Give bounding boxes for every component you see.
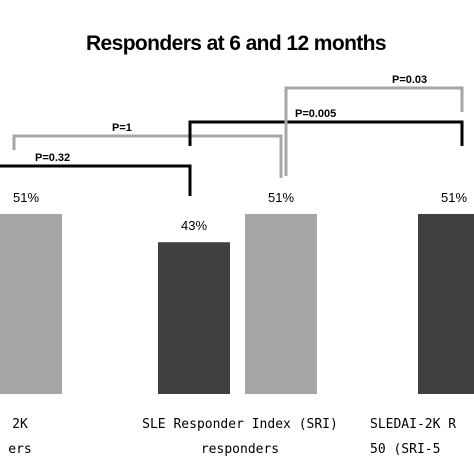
bracket-p003: [284, 86, 464, 176]
value-label-b-6m: 43%: [181, 218, 207, 233]
category-label-2-line-1: 50 (SRI-5: [370, 442, 440, 457]
chart-title: Responders at 6 and 12 months: [86, 32, 386, 55]
category-label-0-line-0: 2K: [12, 417, 28, 432]
bar-b-6m: [158, 242, 230, 394]
bracket-p0005: [188, 120, 464, 146]
value-label-c-6m: 51%: [441, 190, 467, 205]
category-label-1-line-0: SLE Responder Index (SRI): [142, 417, 338, 432]
p-value-label-p032: P=0.32: [35, 152, 70, 164]
category-label-2-line-0: SLEDAI-2K R: [370, 417, 456, 432]
category-labels: 2K ers SLE Responder Index (SRI) responders…: [8, 417, 456, 457]
category-label-0-line-1: ers: [8, 442, 31, 457]
bar-a-12m: [0, 213, 62, 394]
bar-c-6m: [418, 213, 474, 394]
comparison-brackets: P=0.32 P=1 P=0.005 P=0.03: [0, 74, 464, 196]
value-label-a-12m: 51%: [13, 190, 39, 205]
bracket-p1: [12, 134, 283, 178]
p-value-label-p003: P=0.03: [392, 74, 427, 86]
bar-b-12m: [245, 213, 317, 394]
value-label-b-12m: 51%: [268, 190, 294, 205]
bracket-p032: [0, 164, 192, 196]
category-label-1-line-1: responders: [201, 442, 279, 457]
p-value-label-p0005: P=0.005: [295, 108, 336, 120]
p-value-label-p1: P=1: [112, 122, 132, 134]
bars-layer: 51% 43% 51% 51%: [0, 190, 474, 394]
